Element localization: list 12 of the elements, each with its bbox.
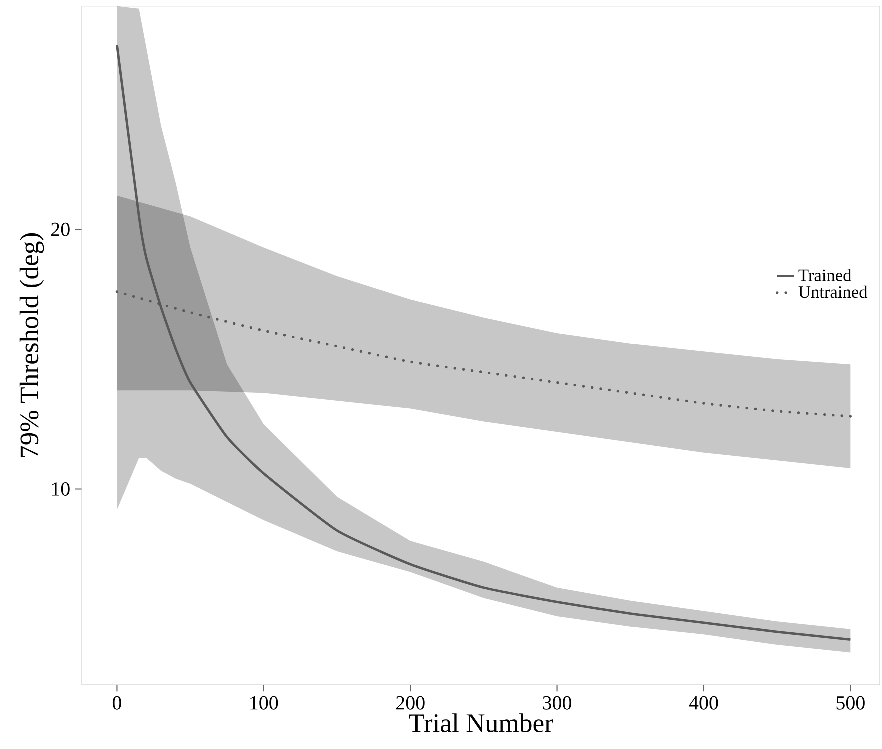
x-tick-label: 200 (396, 696, 425, 710)
y-tick-label: 20 (52, 222, 70, 236)
x-tick-label: 300 (543, 696, 572, 710)
y-axis-title: 79% Threshold (deg) (20, 234, 44, 458)
legend-label: Untrained (798, 286, 868, 298)
x-tick-label: 100 (250, 696, 278, 710)
x-tick-label: 400 (689, 696, 718, 710)
x-tick-label: 0 (112, 696, 122, 710)
x-axis-title: Trial Number (409, 714, 554, 732)
legend-label: Trained (798, 269, 852, 282)
x-tick-label: 500 (836, 696, 865, 710)
y-tick-label: 10 (52, 482, 70, 496)
